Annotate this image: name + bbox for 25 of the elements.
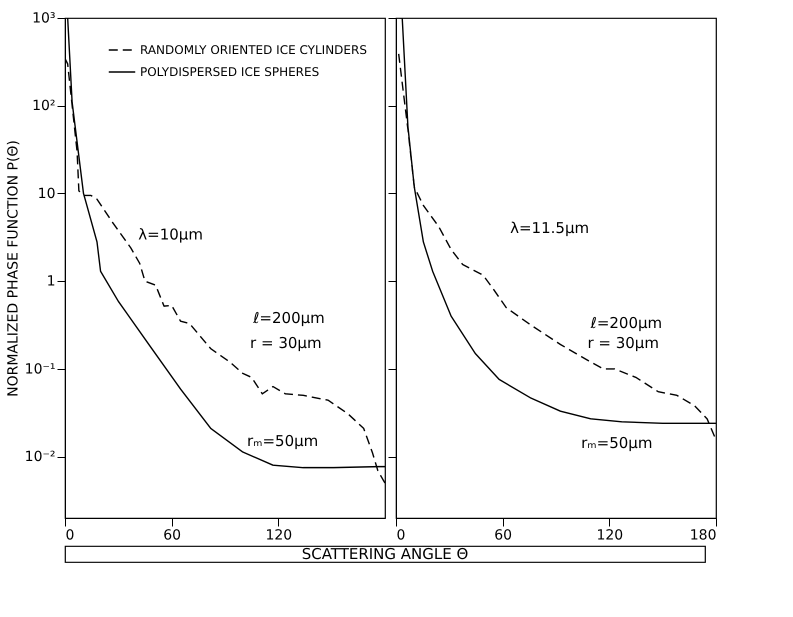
annotation: λ=10μm xyxy=(138,226,203,244)
annotation: r = 30μm xyxy=(587,334,659,352)
y-axis-title: NORMALIZED PHASE FUNCTION P(Θ) xyxy=(6,140,22,397)
y-tick-label: 1 xyxy=(46,274,56,290)
x-axis-title: SCATTERING ANGLE Θ xyxy=(302,545,468,563)
legend-label: RANDOMLY ORIENTED ICE CYLINDERS xyxy=(140,43,367,57)
x-tick-label: 60 xyxy=(494,528,512,544)
annotation: ℓ=200μm xyxy=(252,309,325,327)
legend-label: POLYDISPERSED ICE SPHERES xyxy=(140,65,320,79)
annotation: rₘ=50μm xyxy=(581,434,652,452)
y-tick-label: 10⁻¹ xyxy=(24,361,56,378)
y-tick-label: 10² xyxy=(32,98,56,114)
x-tick-label: 120 xyxy=(265,528,292,544)
y-tick-label: 10³ xyxy=(32,10,56,26)
annotation: r = 30μm xyxy=(250,334,322,352)
y-tick-label: 10 xyxy=(38,186,56,202)
x-tick-label: 180 xyxy=(690,528,716,544)
annotation: ℓ=200μm xyxy=(590,314,662,332)
x-tick-label: 0 xyxy=(396,528,406,544)
x-tick-label: 0 xyxy=(66,528,74,544)
annotation: λ=11.5μm xyxy=(510,219,590,237)
x-tick-label: 120 xyxy=(596,528,624,544)
y-tick-label: 10⁻² xyxy=(24,449,56,466)
x-tick-label: 60 xyxy=(163,528,182,544)
annotation: rₘ=50μm xyxy=(246,432,318,450)
